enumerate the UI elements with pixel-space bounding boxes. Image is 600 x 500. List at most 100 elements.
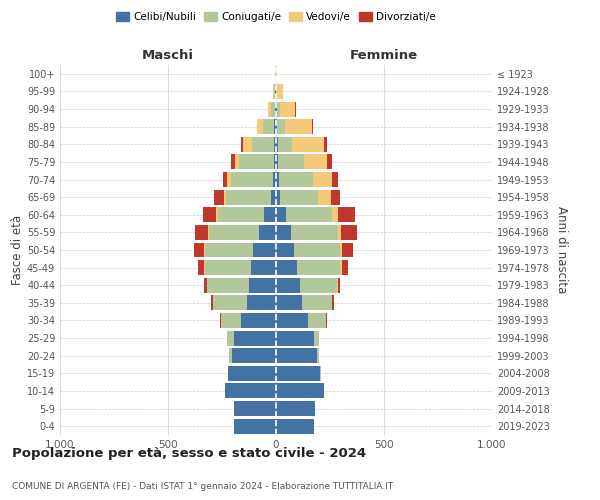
Bar xyxy=(341,225,358,240)
Bar xyxy=(229,366,276,381)
Bar xyxy=(276,296,302,310)
Bar xyxy=(292,137,325,152)
Bar xyxy=(232,348,276,363)
Bar xyxy=(276,172,278,187)
Bar xyxy=(239,154,274,170)
Bar xyxy=(216,208,218,222)
Bar xyxy=(276,102,277,116)
Bar xyxy=(251,260,276,275)
Bar xyxy=(278,137,292,152)
Bar xyxy=(220,313,221,328)
Bar xyxy=(317,190,331,204)
Bar xyxy=(278,172,313,187)
Bar xyxy=(314,330,319,345)
Bar xyxy=(276,348,317,363)
Bar xyxy=(257,119,263,134)
Bar xyxy=(276,137,278,152)
Bar xyxy=(271,102,275,116)
Bar xyxy=(205,242,253,258)
Bar xyxy=(340,242,342,258)
Bar xyxy=(300,278,337,292)
Bar xyxy=(277,119,285,134)
Bar xyxy=(230,154,235,170)
Bar xyxy=(205,260,251,275)
Bar xyxy=(204,278,206,292)
Bar xyxy=(194,242,204,258)
Bar xyxy=(226,190,271,204)
Bar xyxy=(243,137,252,152)
Bar xyxy=(276,384,323,398)
Bar xyxy=(247,296,276,310)
Bar xyxy=(331,190,340,204)
Bar xyxy=(241,313,276,328)
Bar xyxy=(276,401,315,416)
Bar xyxy=(278,154,304,170)
Bar xyxy=(302,296,332,310)
Bar xyxy=(328,154,332,170)
Bar xyxy=(332,208,338,222)
Y-axis label: Fasce di età: Fasce di età xyxy=(11,215,24,285)
Bar xyxy=(271,190,276,204)
Bar xyxy=(275,102,276,116)
Bar xyxy=(317,348,319,363)
Bar xyxy=(234,418,276,434)
Bar xyxy=(276,418,314,434)
Bar xyxy=(276,119,277,134)
Bar xyxy=(209,225,259,240)
Bar xyxy=(276,242,295,258)
Bar xyxy=(227,172,231,187)
Bar xyxy=(308,313,326,328)
Bar xyxy=(290,225,338,240)
Bar xyxy=(227,330,234,345)
Bar xyxy=(264,208,276,222)
Bar xyxy=(285,119,312,134)
Bar xyxy=(276,225,290,240)
Bar xyxy=(274,84,275,99)
Bar xyxy=(304,154,328,170)
Bar xyxy=(312,119,313,134)
Text: COMUNE DI ARGENTA (FE) - Dati ISTAT 1° gennaio 2024 - Elaborazione TUTTITALIA.IT: COMUNE DI ARGENTA (FE) - Dati ISTAT 1° g… xyxy=(12,482,393,491)
Bar xyxy=(249,278,276,292)
Bar xyxy=(259,225,276,240)
Bar xyxy=(297,260,340,275)
Bar xyxy=(204,242,205,258)
Bar xyxy=(273,84,274,99)
Bar xyxy=(224,190,226,204)
Bar xyxy=(276,260,297,275)
Bar xyxy=(277,102,280,116)
Bar xyxy=(313,172,332,187)
Bar xyxy=(274,119,276,134)
Bar xyxy=(225,384,276,398)
Bar xyxy=(274,154,276,170)
Bar xyxy=(229,348,232,363)
Bar xyxy=(235,154,239,170)
Bar xyxy=(223,172,227,187)
Bar xyxy=(218,208,264,222)
Bar xyxy=(338,225,341,240)
Bar xyxy=(276,278,300,292)
Bar xyxy=(231,172,274,187)
Legend: Celibi/Nubili, Coniugati/e, Vedovi/e, Divorziati/e: Celibi/Nubili, Coniugati/e, Vedovi/e, Di… xyxy=(112,8,440,26)
Bar xyxy=(276,154,278,170)
Bar xyxy=(214,296,247,310)
Text: Maschi: Maschi xyxy=(142,50,194,62)
Bar xyxy=(342,242,353,258)
Bar xyxy=(275,84,276,99)
Bar xyxy=(234,330,276,345)
Bar xyxy=(326,313,327,328)
Bar xyxy=(268,102,271,116)
Bar xyxy=(338,208,355,222)
Bar xyxy=(198,260,204,275)
Bar xyxy=(208,225,209,240)
Bar xyxy=(276,330,314,345)
Bar xyxy=(332,296,334,310)
Bar xyxy=(276,366,320,381)
Bar xyxy=(332,172,338,187)
Bar xyxy=(277,84,283,99)
Text: Femmine: Femmine xyxy=(350,50,418,62)
Bar xyxy=(263,119,274,134)
Bar xyxy=(252,137,274,152)
Bar xyxy=(337,278,338,292)
Bar xyxy=(276,313,308,328)
Bar xyxy=(195,225,208,240)
